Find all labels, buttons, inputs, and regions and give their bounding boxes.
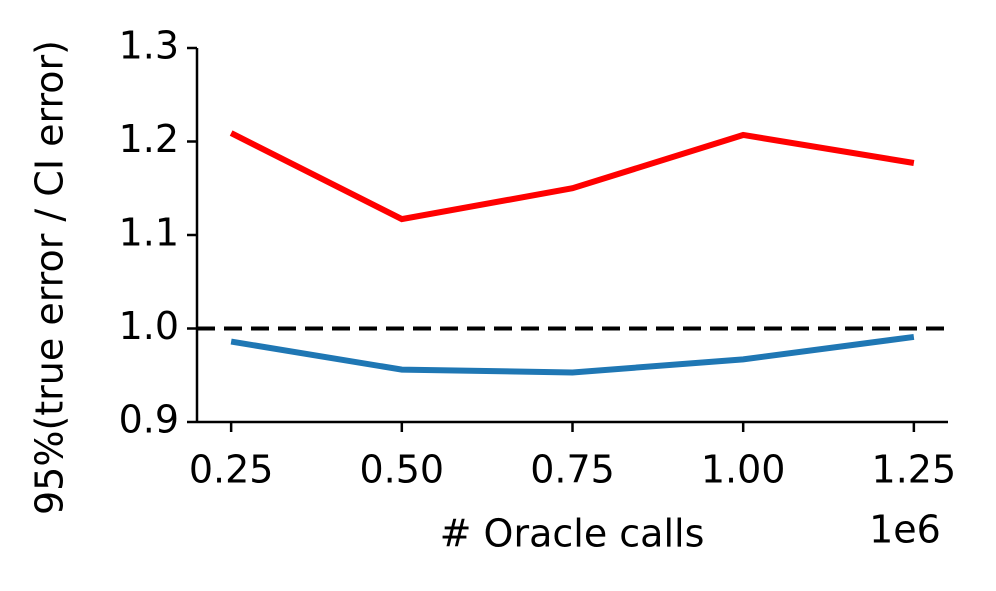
y-tick-label: 1.0: [119, 304, 179, 348]
x-tick-label: 0.75: [530, 448, 615, 492]
x-axis-label: # Oracle calls: [440, 512, 705, 556]
y-axis-label: 95%(true error / CI error): [28, 40, 72, 515]
x-tick-label: 1.25: [872, 448, 957, 492]
x-tick-label: 1.00: [701, 448, 786, 492]
data-line: [229, 130, 915, 223]
y-tick-label: 0.9: [119, 398, 179, 442]
y-tick-label: 1.1: [119, 211, 179, 255]
y-tick-label: 1.3: [119, 24, 179, 68]
x-offset-label: 1e6: [869, 508, 941, 552]
x-tick-label: 0.25: [189, 448, 274, 492]
x-tick-label: 0.50: [360, 448, 445, 492]
y-tick-label: 1.2: [119, 117, 179, 161]
data-line: [230, 333, 915, 376]
